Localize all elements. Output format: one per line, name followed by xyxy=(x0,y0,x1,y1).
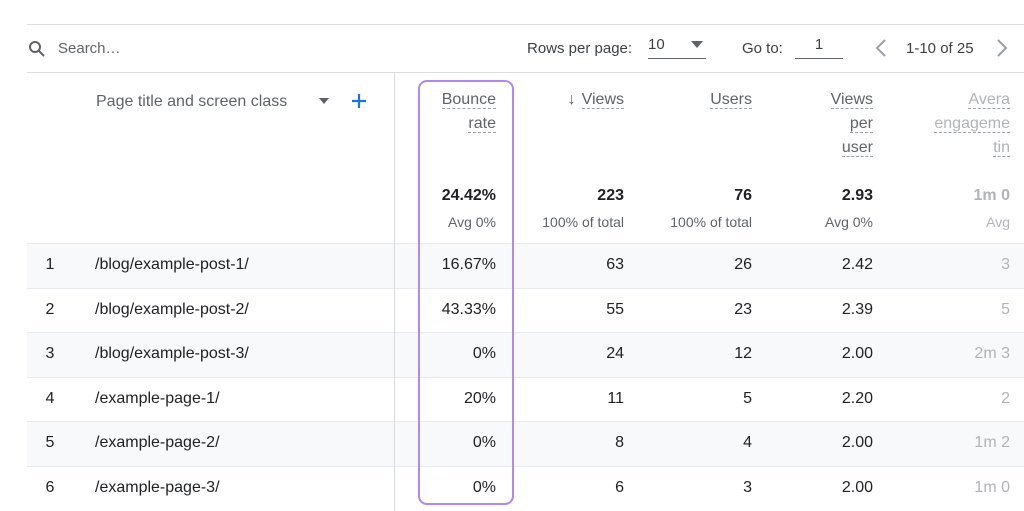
total-subtext: Avg 0% xyxy=(825,214,873,230)
highlight-box xyxy=(418,80,514,505)
row-metric: 0% xyxy=(472,345,496,362)
row-index: 6 xyxy=(45,478,55,496)
row-background xyxy=(27,376,1024,422)
row-metric: 3 xyxy=(743,478,752,496)
metric-header-text: Avera xyxy=(968,91,1010,109)
row-metric: 6 xyxy=(615,478,624,496)
metric-header-text: Views xyxy=(581,91,624,109)
total-subtext: Avg xyxy=(986,214,1010,230)
row-metric: 5 xyxy=(743,389,752,407)
add-dimension-button[interactable] xyxy=(351,93,367,109)
pagination-text: 1-10 of 25 xyxy=(906,40,974,57)
total-value: 1m 0 xyxy=(973,187,1010,204)
row-background xyxy=(27,243,1024,288)
row-metric: 63 xyxy=(606,256,624,273)
total-value: 223 xyxy=(597,187,624,204)
header-border xyxy=(27,72,1024,73)
metric-header: rate xyxy=(468,112,496,136)
row-metric: 16.67% xyxy=(441,256,496,273)
row-page-path: /example-page-1/ xyxy=(95,389,220,407)
row-page-path: /blog/example-post-3/ xyxy=(95,345,249,362)
row-index: 2 xyxy=(45,300,55,318)
row-page-path: /example-page-2/ xyxy=(95,434,220,451)
row-metric: 8 xyxy=(615,434,624,451)
row-page-path: /blog/example-post-2/ xyxy=(95,300,249,318)
metric-header-text: engageme xyxy=(934,115,1010,133)
metric-header: tin xyxy=(993,136,1010,160)
row-background xyxy=(27,465,1024,511)
rows-per-page-label: Rows per page: xyxy=(527,40,633,57)
row-metric: 23 xyxy=(734,300,752,318)
row-metric: 2.00 xyxy=(841,478,873,496)
row-metric: 5 xyxy=(1001,300,1010,318)
total-subtext: 100% of total xyxy=(670,214,752,230)
go-to-input[interactable]: 1 xyxy=(795,36,843,59)
metric-header-text: Users xyxy=(710,91,752,109)
total-subtext: Avg 0% xyxy=(448,214,496,230)
sort-arrow: ↓ xyxy=(567,91,576,108)
row-metric: 2.20 xyxy=(841,389,873,407)
prev-page-button[interactable] xyxy=(874,38,888,58)
metric-header: engageme xyxy=(934,112,1010,136)
total-value: 24.42% xyxy=(441,187,496,204)
row-metric: 55 xyxy=(606,300,624,318)
row-metric: 3 xyxy=(1001,256,1010,273)
metric-header: ↓ Views xyxy=(568,88,624,112)
row-background xyxy=(27,332,1024,377)
row-index: 3 xyxy=(45,345,55,362)
metric-header-text: rate xyxy=(468,115,496,133)
row-metric: 24 xyxy=(606,345,624,362)
search-input[interactable]: Search… xyxy=(58,40,121,57)
metric-header: Avera xyxy=(968,88,1010,112)
go-to-label: Go to: xyxy=(742,40,783,57)
metric-header-text: Bounce xyxy=(441,91,496,109)
total-subtext: 100% of total xyxy=(542,214,624,230)
metric-header: per xyxy=(849,112,873,136)
row-metric: 12 xyxy=(734,345,752,362)
next-page-button[interactable] xyxy=(995,38,1009,58)
rows-per-page-select[interactable]: 10 xyxy=(648,36,706,59)
column-divider xyxy=(394,72,395,511)
row-metric: 4 xyxy=(743,434,752,451)
dimension-dropdown[interactable] xyxy=(319,98,329,104)
metric-header: Views xyxy=(830,88,873,112)
row-metric: 1m 2 xyxy=(974,434,1010,451)
metric-header-text: user xyxy=(841,139,873,157)
rows-per-page-value: 10 xyxy=(648,36,665,53)
row-metric: 20% xyxy=(463,389,496,407)
row-metric: 2 xyxy=(1001,389,1010,407)
total-value: 76 xyxy=(734,187,752,204)
metric-header: Bounce xyxy=(441,88,496,112)
row-metric: 0% xyxy=(472,478,496,496)
metric-header: user xyxy=(841,136,873,160)
metric-header-text: tin xyxy=(993,139,1010,157)
row-index: 1 xyxy=(45,256,55,273)
row-metric: 2m 3 xyxy=(974,345,1010,362)
go-to-value: 1 xyxy=(814,36,824,53)
row-metric: 11 xyxy=(607,389,624,407)
dimension-header[interactable]: Page title and screen class xyxy=(96,93,288,110)
metric-header: Users xyxy=(710,88,752,112)
row-metric: 2.39 xyxy=(841,300,873,318)
row-metric: 43.33% xyxy=(441,300,496,318)
search-icon xyxy=(29,41,45,57)
metric-header-text: per xyxy=(849,115,873,133)
row-metric: 1m 0 xyxy=(974,478,1010,496)
top-border xyxy=(27,24,1024,25)
row-index: 5 xyxy=(45,434,55,451)
metric-header-text: Views xyxy=(830,91,873,109)
dropdown-arrow xyxy=(691,41,703,48)
row-metric: 2.00 xyxy=(841,345,873,362)
row-page-path: /example-page-3/ xyxy=(95,478,220,496)
row-page-path: /blog/example-post-1/ xyxy=(95,256,249,273)
total-value: 2.93 xyxy=(841,187,873,204)
row-background xyxy=(27,421,1024,466)
row-index: 4 xyxy=(45,389,55,407)
row-metric: 0% xyxy=(472,434,496,451)
row-metric: 2.42 xyxy=(841,256,873,273)
row-metric: 2.00 xyxy=(841,434,873,451)
row-metric: 26 xyxy=(734,256,752,273)
row-background xyxy=(27,287,1024,333)
